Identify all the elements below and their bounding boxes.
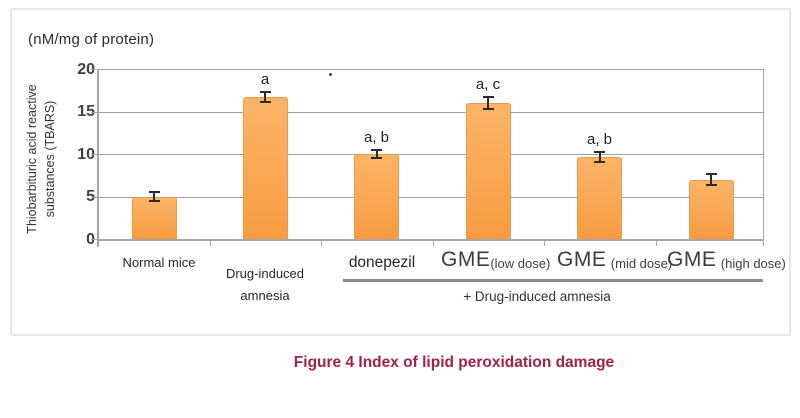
- x-axis-line: [97, 239, 764, 241]
- error-bar: [371, 148, 382, 160]
- y-tick-label-0: 0: [63, 231, 95, 249]
- significance-label: a, c: [475, 76, 501, 94]
- y-tick-label-15: 15: [77, 103, 95, 120]
- x-tick-mark-5: [655, 241, 657, 246]
- y-axis-title-line1: Thiobarbituric acid reactive: [25, 84, 39, 234]
- bar: [242, 97, 288, 239]
- error-bar: [705, 172, 717, 187]
- x-axis-label-drug-induced-amnesia: Drug-induced amnesia: [195, 263, 335, 307]
- y-tick-mark-15: [91, 111, 97, 113]
- y-tick-mark-20: [91, 69, 97, 70]
- error-bar-cap-b: [259, 100, 271, 103]
- gme-dose-text: (mid dose): [610, 256, 673, 271]
- x-axis-label-donepezil: donepezil: [348, 254, 416, 271]
- y-tick-label-5: 5: [86, 188, 95, 205]
- y-tick-mark-10: [91, 154, 97, 155]
- figure-caption: Figure 4 Index of lipid peroxidation dam…: [293, 354, 615, 371]
- error-bar-stem: [487, 96, 489, 110]
- gridline-15: [98, 111, 764, 113]
- y-axis-title-line2: substances (TBARS): [43, 100, 57, 218]
- gme-dose-text: (low dose): [490, 256, 551, 271]
- error-bar-stem: [375, 148, 378, 160]
- gme-main-text: GME: [557, 248, 607, 271]
- error-bar-stem: [598, 151, 601, 164]
- gme-dose-text: (high dose): [720, 256, 786, 271]
- y-tick-mark-5: [91, 196, 97, 198]
- error-bar-cap-b: [705, 184, 717, 187]
- error-bar: [148, 190, 160, 203]
- significance-label: a, b: [363, 128, 390, 146]
- significance-label: a, b: [586, 131, 613, 149]
- error-bar: [482, 96, 494, 110]
- stray-dot-artifact: [329, 73, 332, 76]
- error-bar-cap-t: [148, 190, 160, 193]
- gridline-5: [98, 196, 764, 198]
- x-tick-mark-3: [432, 241, 434, 246]
- error-bar-cap-t: [371, 148, 382, 151]
- error-bar-stem: [710, 172, 712, 187]
- bar: [577, 157, 622, 239]
- y-axis-title: Thiobarbituric acid reactive substances …: [23, 61, 59, 257]
- y-tick-mark-0: [91, 239, 97, 240]
- x-axis-label-gme-low-dose: GME(low dose): [441, 248, 550, 272]
- x-tick-mark-1: [209, 241, 211, 246]
- bar: [354, 154, 399, 239]
- treatment-group-annotation: + Drug-induced amnesia: [463, 289, 611, 304]
- x-axis-label-normal-mice: Normal mice: [122, 255, 196, 270]
- gridline-10: [98, 154, 764, 155]
- x-tick-mark-4: [544, 241, 545, 246]
- error-bar-cap-b: [148, 200, 160, 203]
- plot-right-border: [763, 70, 764, 240]
- error-bar-cap-b: [371, 157, 382, 160]
- gme-main-text: GME: [441, 248, 491, 271]
- error-bar-cap-b: [594, 161, 605, 164]
- x-tick-mark-0: [98, 241, 99, 246]
- error-bar-cap-b: [482, 107, 494, 110]
- bar: [131, 196, 177, 239]
- bar: [465, 103, 511, 239]
- x-axis-label-gme-mid-dose: GME (mid dose): [557, 248, 672, 272]
- error-bar-stem: [153, 190, 155, 203]
- error-bar-stem: [264, 91, 266, 103]
- gme-main-text: GME: [667, 248, 717, 271]
- x-axis-label-line1: Drug-induced: [225, 266, 305, 281]
- error-bar: [259, 91, 271, 103]
- treatment-group-underline: [343, 279, 763, 282]
- chart-panel: (nM/mg of protein) Thiobarbituric acid r…: [10, 8, 791, 336]
- gridline-20: [98, 69, 764, 70]
- x-axis-label-gme-high-dose: GME (high dose): [667, 248, 786, 272]
- y-axis-line: [97, 70, 99, 247]
- x-axis-label-line2: amnesia: [240, 288, 290, 303]
- error-bar-cap-t: [705, 172, 717, 175]
- error-bar-cap-t: [259, 91, 271, 94]
- bar: [688, 179, 734, 239]
- error-bar: [594, 151, 605, 164]
- error-bar-cap-t: [482, 96, 494, 99]
- x-tick-mark-6: [763, 241, 764, 246]
- error-bar-cap-t: [594, 151, 605, 154]
- y-tick-label-20: 20: [77, 61, 95, 78]
- y-tick-label-10: 10: [77, 146, 95, 163]
- significance-label: a: [260, 71, 270, 89]
- x-tick-mark-2: [321, 241, 322, 246]
- y-axis-unit-label: (nM/mg of protein): [28, 31, 155, 48]
